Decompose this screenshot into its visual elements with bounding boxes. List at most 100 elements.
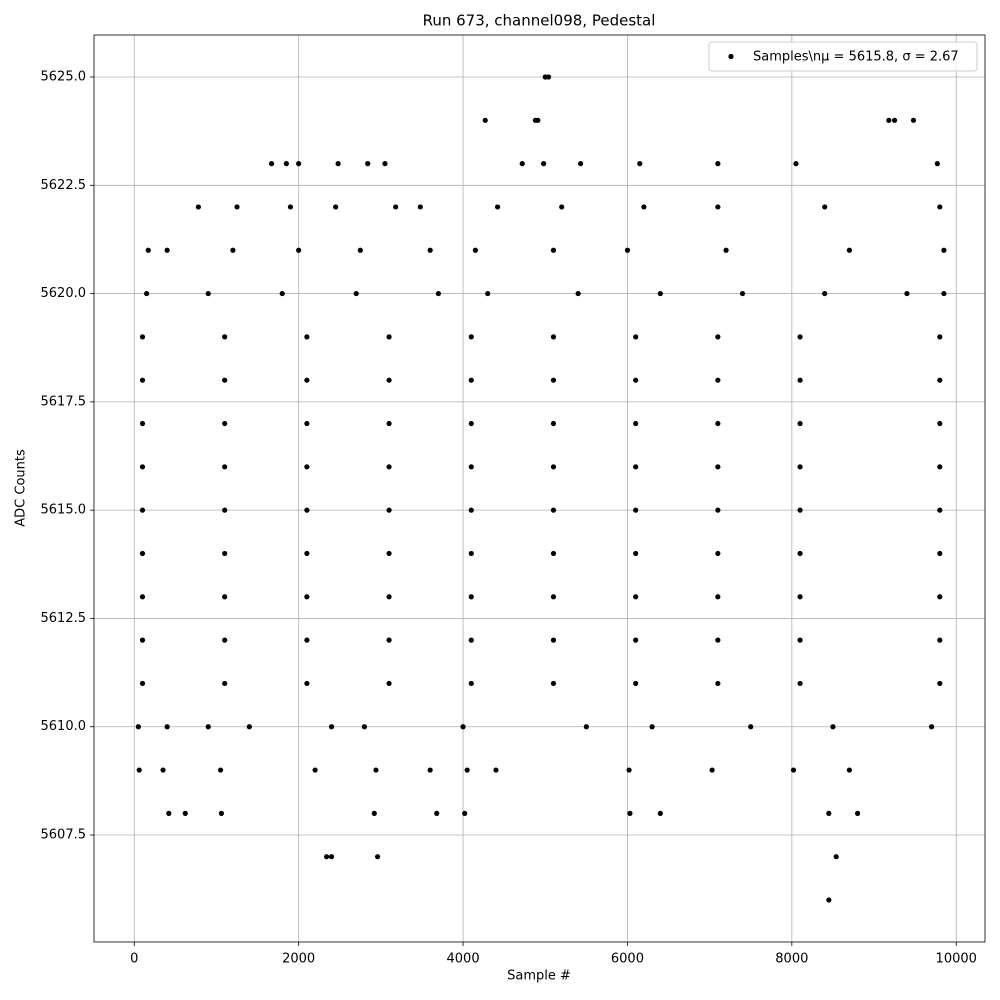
point: [937, 377, 943, 383]
point: [550, 594, 557, 600]
point: [797, 594, 803, 600]
point: [715, 680, 721, 687]
series: [135, 74, 947, 903]
point: [468, 334, 474, 340]
point: [464, 767, 470, 773]
point: [633, 507, 639, 513]
point: [709, 767, 715, 773]
point: [550, 464, 557, 470]
legend: Samples\nμ = 5615.8, σ = 2.67: [708, 41, 978, 72]
point: [657, 810, 663, 816]
point: [550, 247, 557, 253]
point: [324, 854, 330, 860]
point: [386, 334, 392, 340]
point: [550, 377, 557, 383]
point: [468, 594, 474, 600]
point: [472, 247, 478, 253]
point: [386, 550, 392, 557]
point: [145, 247, 151, 253]
point: [797, 680, 803, 687]
point: [328, 854, 335, 860]
point: [144, 290, 150, 297]
point: [304, 594, 310, 600]
legend-box: [708, 41, 978, 72]
point: [222, 594, 228, 600]
point: [164, 724, 170, 730]
point: [545, 74, 552, 80]
point: [222, 334, 228, 340]
point: [468, 637, 474, 643]
point: [468, 377, 474, 383]
legend-label: Samples\nμ = 5615.8, σ = 2.67: [753, 50, 959, 65]
point: [139, 334, 146, 340]
point: [937, 204, 943, 210]
point: [468, 420, 474, 427]
point: [633, 377, 639, 383]
point: [633, 334, 639, 340]
point: [417, 204, 423, 210]
point: [854, 810, 861, 816]
x-axis-label: Sample #: [507, 969, 571, 984]
y-tick-label: 5612.5: [41, 611, 87, 626]
legend-marker: [728, 53, 734, 60]
point: [928, 724, 935, 730]
point: [541, 161, 547, 167]
x-tick-label: 6000: [611, 952, 644, 967]
point: [304, 507, 310, 513]
point: [624, 247, 631, 253]
x-tick-label: 2000: [282, 952, 315, 967]
point: [910, 117, 917, 123]
y-tick-label: 5625.0: [41, 70, 87, 85]
point: [222, 377, 228, 383]
point: [797, 377, 803, 383]
point: [482, 117, 488, 123]
point: [357, 247, 363, 253]
point: [230, 247, 236, 253]
point: [846, 247, 852, 253]
point: [205, 290, 211, 297]
point: [296, 161, 302, 167]
point: [234, 204, 240, 210]
point: [535, 117, 541, 123]
point: [139, 680, 146, 687]
point: [205, 724, 211, 730]
point: [937, 507, 943, 513]
point: [833, 854, 839, 860]
point: [797, 507, 803, 513]
point: [550, 680, 557, 687]
point: [559, 204, 565, 210]
point: [468, 507, 474, 513]
point: [460, 724, 466, 730]
point: [715, 594, 721, 600]
point: [822, 290, 828, 297]
point: [386, 507, 392, 513]
y-tick-label: 5617.5: [41, 394, 87, 409]
chart-title: Run 673, channel098, Pedestal: [423, 12, 656, 30]
point: [637, 161, 643, 167]
point: [937, 464, 943, 470]
point: [468, 464, 474, 470]
point: [797, 420, 803, 427]
point: [715, 637, 721, 643]
point: [296, 247, 302, 253]
point: [371, 810, 377, 816]
point: [633, 420, 639, 427]
point: [937, 420, 943, 427]
point: [435, 290, 441, 297]
point: [361, 724, 368, 730]
point: [386, 464, 392, 470]
point: [222, 550, 228, 557]
point: [633, 680, 639, 687]
point: [633, 464, 639, 470]
point: [139, 550, 146, 557]
point: [550, 507, 557, 513]
point: [793, 161, 799, 167]
point: [304, 334, 310, 340]
x-tick-label: 0: [130, 952, 138, 967]
point: [633, 594, 639, 600]
point: [934, 161, 940, 167]
point: [166, 810, 172, 816]
point: [715, 377, 721, 383]
point: [427, 767, 433, 773]
point: [222, 464, 228, 470]
